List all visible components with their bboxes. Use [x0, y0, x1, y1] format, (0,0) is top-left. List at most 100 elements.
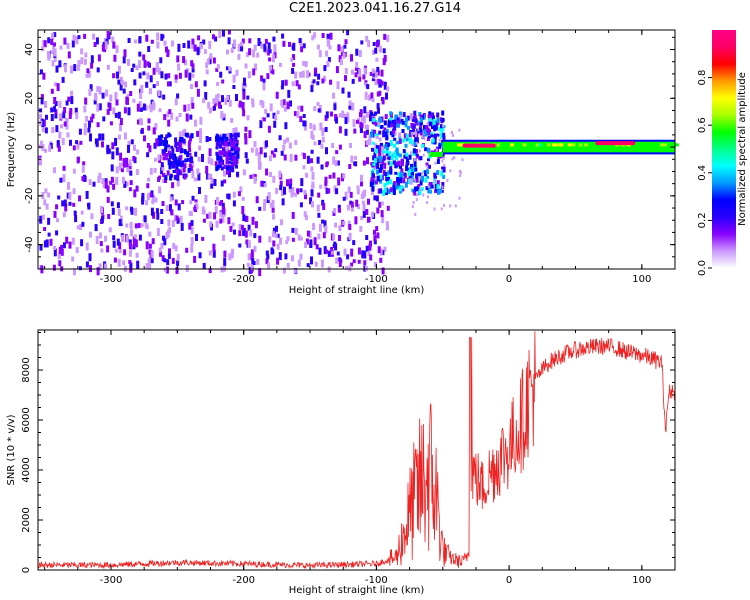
spectrogram-cell: [183, 149, 187, 153]
spectrogram-cell: [175, 166, 179, 171]
spectrogram-cell: [251, 216, 255, 225]
spectrogram-cell: [150, 207, 154, 216]
spectrogram-cell: [216, 64, 220, 70]
spectrogram-cell: [88, 253, 92, 262]
spectrogram-cell: [342, 221, 346, 226]
spectrogram-cell: [258, 162, 262, 169]
spectrogram-cell: [250, 264, 254, 271]
spectrogram-cell: [170, 209, 174, 216]
spectrogram-cell: [383, 33, 387, 40]
spectrogram-cell: [363, 250, 367, 259]
spectrogram-cell: [392, 189, 396, 195]
spectrogram-cell: [263, 183, 267, 188]
spectrogram-cell: [352, 119, 356, 128]
spectrogram-cell: [138, 234, 142, 241]
spectrogram-cell: [356, 119, 359, 124]
spectrogram-cell: [379, 257, 383, 263]
spectrogram-cell: [176, 147, 180, 152]
spectrogram-cell: [256, 258, 260, 265]
spectrogram-cell: [39, 157, 43, 166]
spectrogram-cell: [196, 130, 200, 137]
spectrogram-cell: [389, 187, 393, 193]
spectrogram-cell: [393, 124, 397, 131]
spectrogram-cell: [179, 136, 183, 141]
spectrogram-cell: [276, 243, 280, 250]
spectrogram-cell: [312, 124, 316, 131]
spectrogram-cell: [339, 59, 343, 66]
spectrogram-cell: [374, 180, 378, 185]
spectrogram-cell: [155, 208, 159, 214]
spectrogram-cell: [414, 120, 418, 126]
spectrogram-cell: [164, 178, 167, 183]
spectrogram-cell: [418, 112, 422, 117]
spectrogram-cell: [51, 60, 55, 67]
spectrogram-cell: [216, 197, 219, 205]
spectrogram-cell: [80, 210, 84, 215]
spectrogram-cell: [230, 251, 234, 259]
spectrogram-cell: [313, 32, 317, 39]
spectrogram-cell: [121, 176, 125, 184]
spectrogram-cell: [85, 115, 89, 122]
spectrogram-cell: [320, 143, 324, 149]
spectrogram-cell: [187, 40, 191, 49]
spectrogram-cell: [374, 122, 378, 127]
spectrogram-cell: [191, 170, 195, 179]
spectrogram-cell: [125, 96, 129, 105]
spectrogram-cell: [360, 174, 363, 182]
spectrogram-cell: [341, 110, 345, 118]
spectrogram-cell: [140, 119, 143, 126]
spectrogram-cell: [80, 57, 84, 65]
spectrogram-cell: [380, 175, 384, 181]
spectrogram-cell: [180, 222, 184, 231]
spectrogram-cell: [421, 171, 424, 175]
spectrogram-cell: [201, 206, 205, 215]
spectrogram-cell: [196, 168, 200, 175]
spectrogram-cell: [375, 195, 379, 202]
spectrogram-cell: [44, 188, 48, 194]
spectrogram-cell: [67, 181, 70, 190]
spectrogram-cell: [293, 268, 297, 274]
spectrogram-cell: [185, 247, 189, 253]
spectrogram-cell: [386, 34, 390, 42]
spectrogram-cell: [372, 70, 376, 77]
spectrogram-cell: [233, 39, 237, 48]
spectrogram-cell: [281, 33, 285, 39]
spectrogram-cell: [182, 130, 185, 137]
spectrogram-cell: [210, 183, 214, 189]
spectrogram-cell: [281, 190, 284, 197]
spectrogram-cell: [449, 169, 452, 173]
spectrogram-cell: [245, 239, 249, 245]
spectrogram-cell: [383, 127, 387, 131]
spectrogram-cell: [393, 151, 397, 157]
spectrogram-cell: [87, 202, 91, 210]
spectrogram-cell: [317, 73, 321, 80]
spectrogram-cell: [111, 142, 115, 150]
spectrogram-cell: [249, 229, 253, 237]
spectrogram-cell: [235, 69, 239, 76]
spectrogram-cell: [340, 46, 344, 53]
spectrogram-cell: [276, 257, 280, 265]
spectrogram-cell: [348, 164, 352, 169]
spectrogram-cell: [559, 143, 564, 147]
spectrogram-cell: [248, 38, 252, 44]
spectrogram-cell: [146, 183, 150, 189]
spectrogram-cell: [394, 114, 398, 120]
spectrogram-cell: [66, 192, 70, 199]
spectrogram-cell: [434, 149, 438, 154]
spectrogram-cell: [399, 171, 403, 177]
spectrogram-cell: [216, 135, 220, 141]
spectrogram-cell: [148, 243, 152, 249]
spectrogram-cell: [162, 140, 166, 146]
spectrogram-cell: [208, 211, 212, 219]
spectrogram-cell: [234, 155, 238, 160]
spectrogram-cell: [171, 148, 175, 154]
spectrogram-cell: [371, 168, 375, 173]
spectrogram-cell: [225, 151, 229, 157]
spectrogram-cell: [49, 50, 53, 54]
spectrogram-cell: [266, 113, 270, 118]
spectrogram-cell: [161, 34, 165, 39]
spectrogram-cell: [98, 133, 102, 141]
spectrogram-cell: [321, 78, 325, 84]
spectrogram-cell: [193, 255, 197, 263]
spectrogram-cell: [334, 222, 338, 228]
